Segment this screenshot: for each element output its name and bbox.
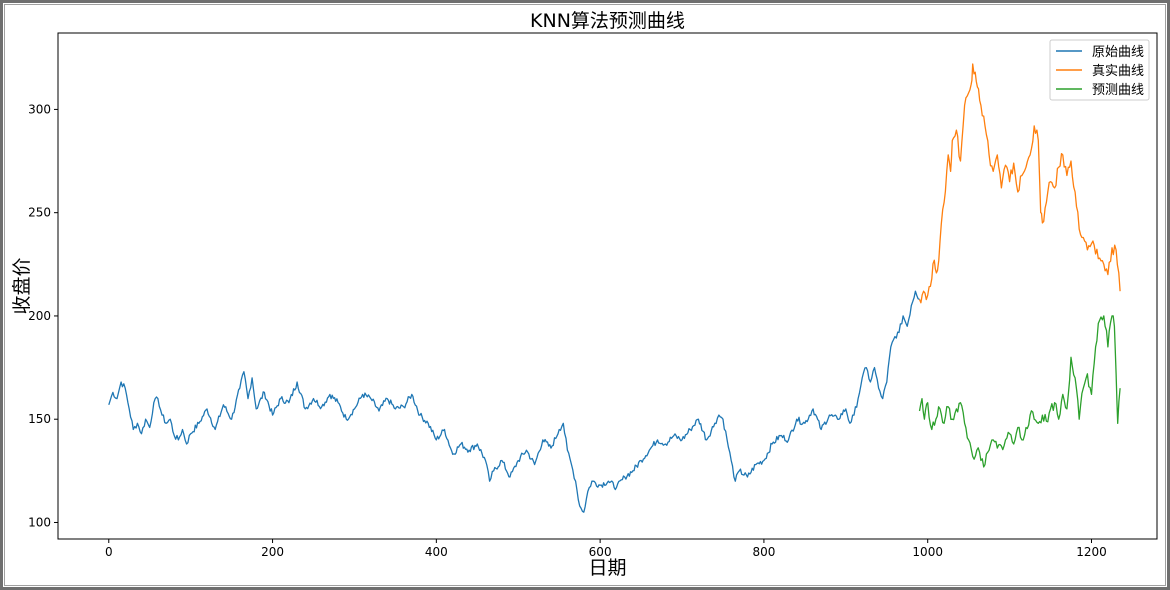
legend-label-1: 原始曲线 [1092,45,1144,60]
series-line-3 [918,315,1121,468]
series-layer [108,63,1121,513]
ticks-layer: 0 200 400 600 800 1000 1200 100 150 200 250 300 [28,102,1107,559]
legend-box [1049,39,1150,101]
series-line-1 [108,290,920,513]
legend-label-2: 真实曲线 [1092,64,1144,79]
x-tick-label: 800 [752,545,775,559]
plot-border [57,32,1158,540]
x-axis-label: 日期 [588,557,626,579]
y-tick-label: 200 [28,309,51,323]
y-tick-label: 300 [28,102,51,116]
x-tick-label: 0 [105,545,113,559]
x-tick-label: 600 [589,545,612,559]
series-line-2 [918,63,1121,304]
x-tick-label: 400 [425,545,448,559]
y-tick-label: 150 [28,412,51,426]
legend-label-3: 预测曲线 [1092,83,1144,98]
plot-area [57,32,1158,540]
x-tick-label: 200 [261,545,284,559]
x-tick-label: 1200 [1076,545,1107,559]
chart-title: KNN算法预测曲线 [530,10,685,32]
y-tick-label: 250 [28,206,51,220]
x-tick-label: 1000 [912,545,943,559]
y-axis-label: 收盘价 [11,257,33,314]
y-tick-label: 100 [28,515,51,529]
